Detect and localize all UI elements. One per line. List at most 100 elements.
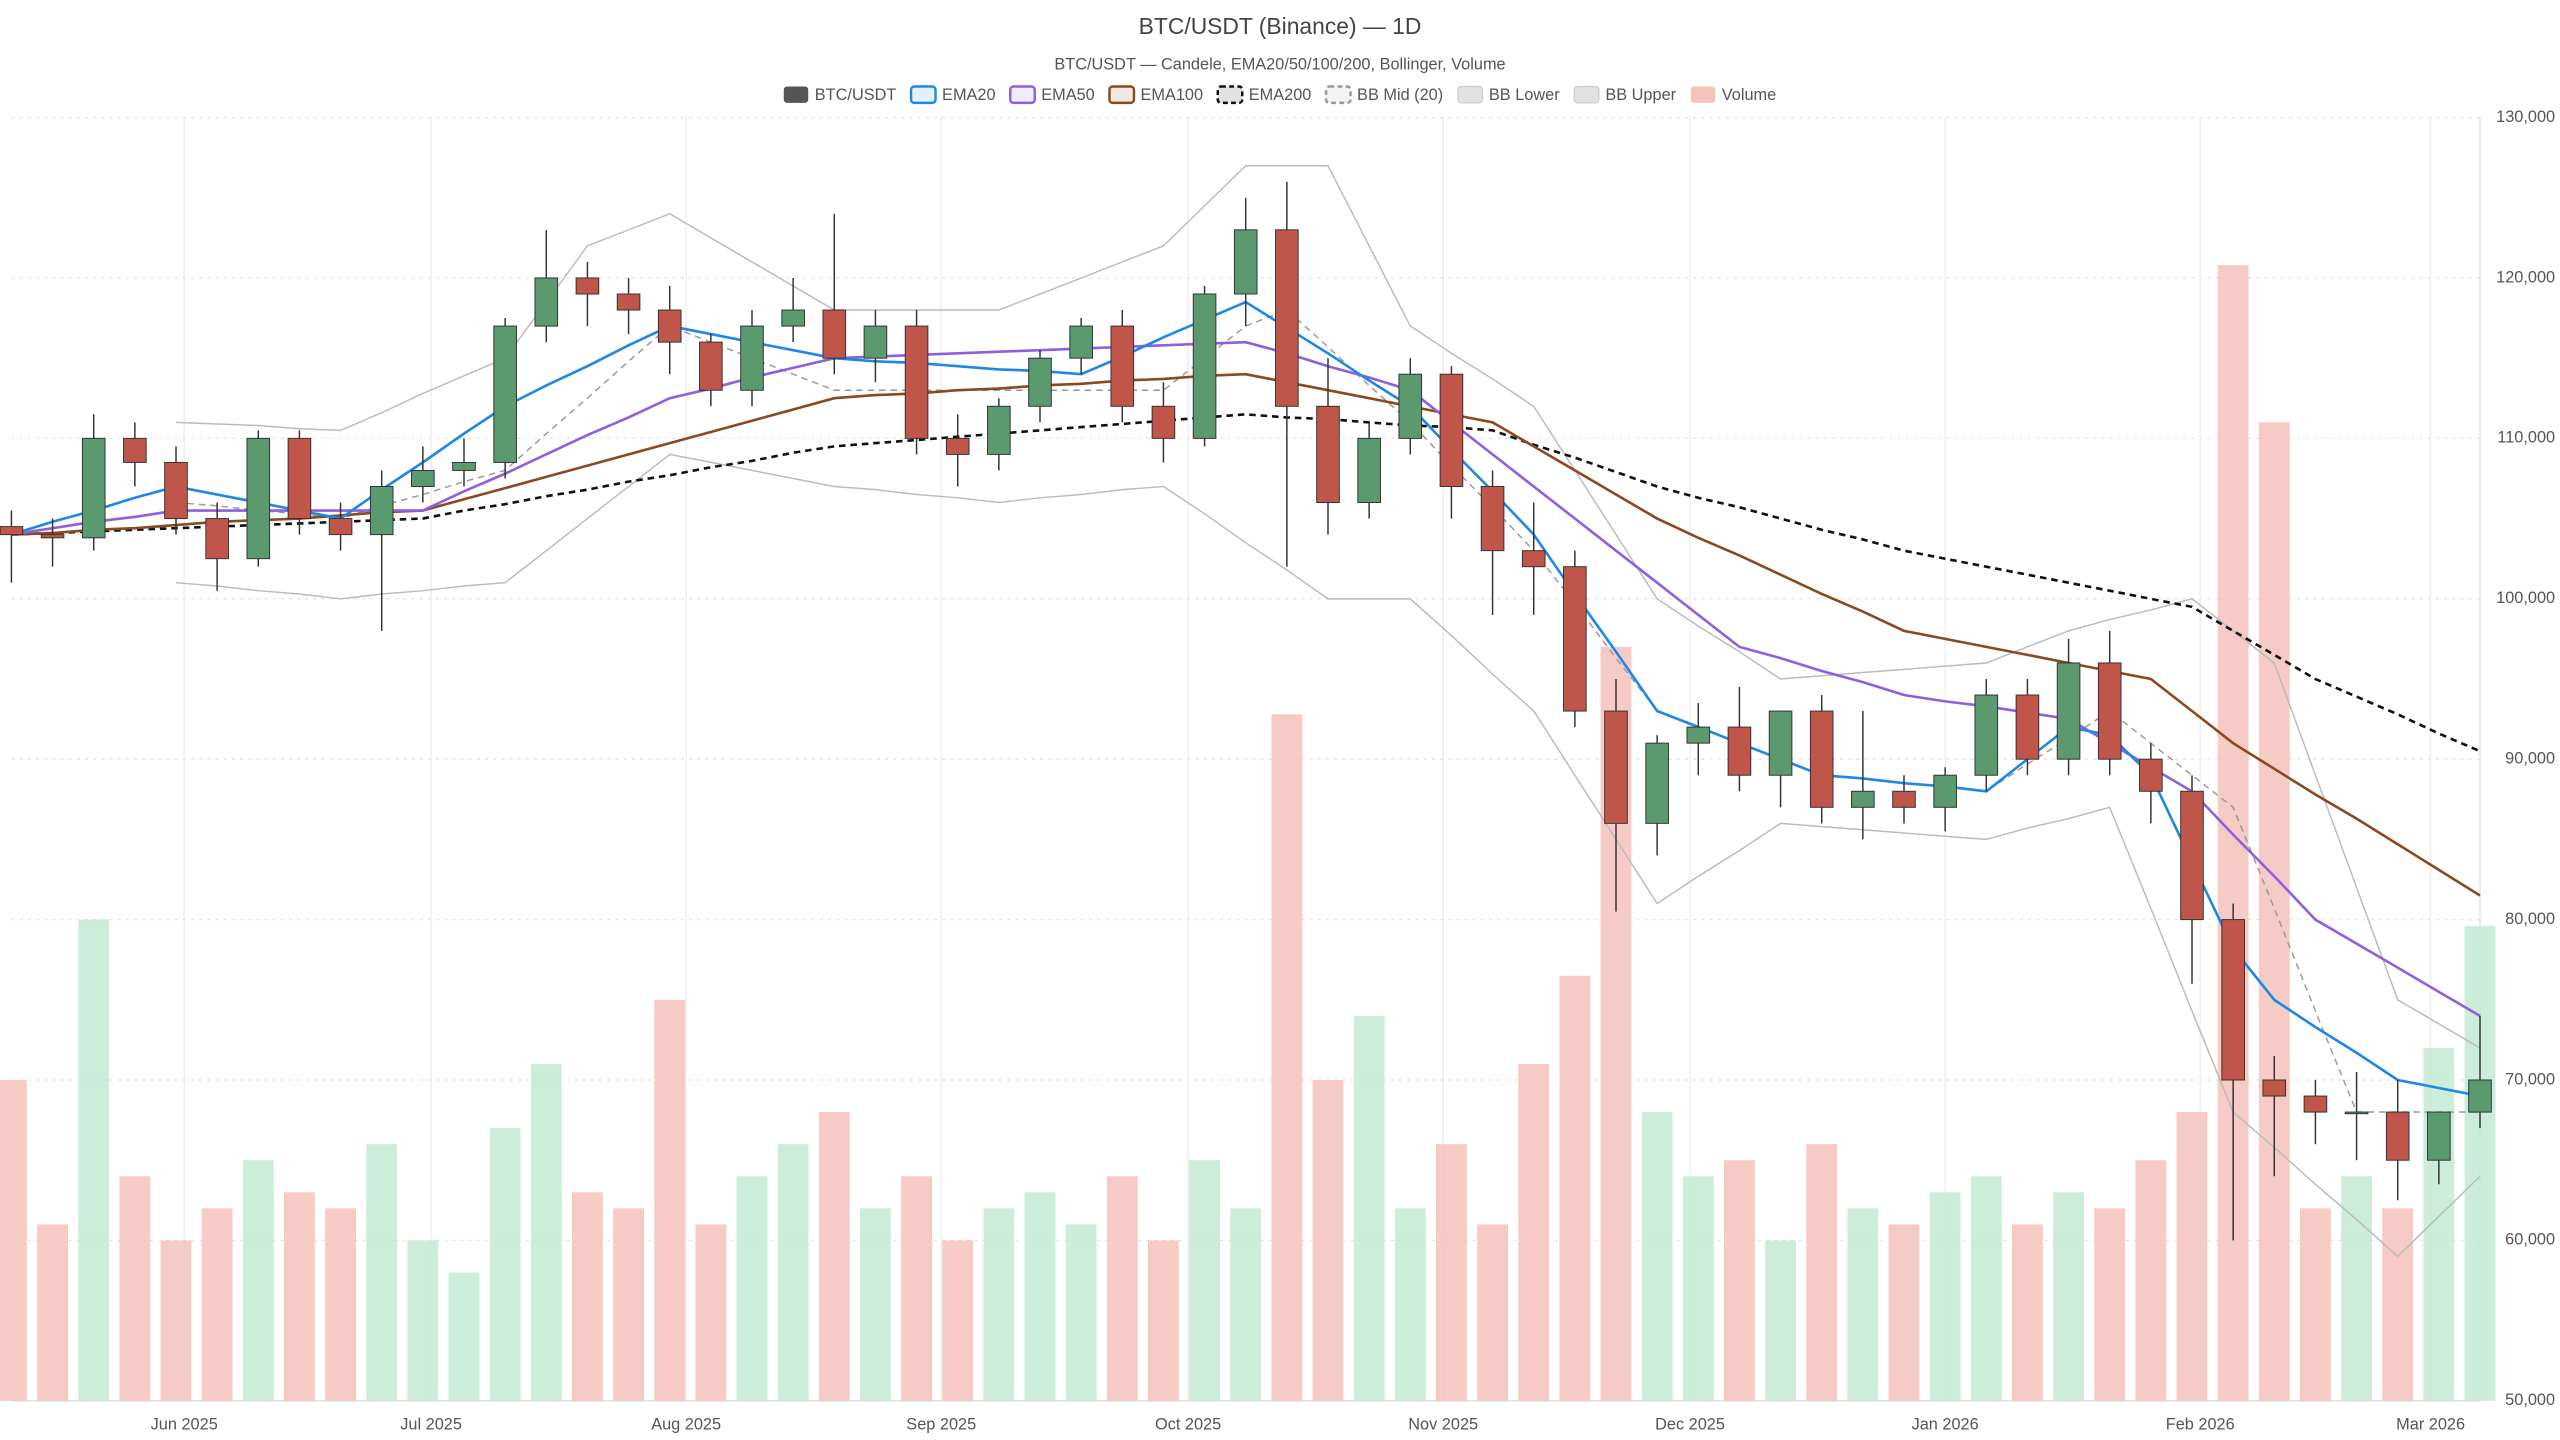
legend-swatch xyxy=(783,86,809,103)
volume-bar xyxy=(1065,1224,1097,1401)
candle-body xyxy=(123,437,147,463)
candle-body xyxy=(205,518,229,560)
volume-bar xyxy=(0,1080,27,1401)
volume-bar xyxy=(818,1112,850,1401)
candle-body xyxy=(40,534,65,539)
legend-swatch xyxy=(1457,85,1484,104)
x-tick-label: Jun 2025 xyxy=(151,1416,218,1434)
legend-item[interactable]: BB Mid (20) xyxy=(1324,85,1443,105)
volume-bar xyxy=(1477,1224,1508,1401)
volume-bar xyxy=(1189,1160,1220,1401)
volume-bar xyxy=(1271,714,1303,1401)
candle-body xyxy=(1604,710,1628,824)
candle-body xyxy=(2427,1111,2451,1161)
legend-swatch xyxy=(1690,86,1716,103)
legend-label: Volume xyxy=(1722,86,1776,104)
x-tick-label: Sep 2025 xyxy=(906,1416,976,1434)
volume-bar xyxy=(325,1208,356,1401)
x-tick-label: Nov 2025 xyxy=(1408,1416,1478,1434)
legend-item[interactable]: BB Lower xyxy=(1457,85,1560,104)
legend-swatch xyxy=(1573,85,1600,104)
volume-bar xyxy=(489,1128,521,1401)
candle-body xyxy=(1521,550,1546,568)
volume-bar xyxy=(530,1063,562,1401)
volume-bar xyxy=(160,1240,192,1401)
x-tick-label: Mar 2026 xyxy=(2396,1416,2465,1434)
volume-bar xyxy=(1641,1112,1673,1401)
volume-bar xyxy=(1723,1160,1755,1401)
candle-body xyxy=(863,325,888,359)
legend-label: BB Upper xyxy=(1605,86,1676,104)
candle-body xyxy=(1192,293,1217,439)
legend-item[interactable]: EMA200 xyxy=(1216,85,1312,105)
plot: 50,000 60,000 70,000 80,000 90,000 100,000 110… xyxy=(0,108,2555,1434)
candle-body xyxy=(1110,325,1135,407)
candle-body xyxy=(2097,662,2122,760)
candle-body xyxy=(575,277,600,295)
candle-body xyxy=(1768,710,1793,776)
x-tick-label: Jul 2025 xyxy=(400,1416,462,1434)
y-tick-label: 110,000 xyxy=(2497,429,2555,447)
candle-body xyxy=(81,437,106,539)
volume-bar xyxy=(2341,1176,2372,1401)
volume-bar xyxy=(1970,1176,2002,1401)
candle-body xyxy=(2139,758,2163,792)
y-tick-label: 130,000 xyxy=(2496,108,2555,126)
volume-bar xyxy=(1806,1144,1838,1401)
y-tick-label: 90,000 xyxy=(2505,749,2555,767)
volume-bar xyxy=(860,1208,891,1401)
line-series xyxy=(175,164,2481,1049)
candle-body xyxy=(287,437,312,520)
candle-body xyxy=(328,518,353,536)
volume-bar xyxy=(1765,1240,1797,1401)
volume-bar xyxy=(983,1208,1015,1401)
volume-bar xyxy=(1230,1208,1262,1401)
legend-item[interactable]: BB Upper xyxy=(1573,85,1677,104)
candle-body xyxy=(740,325,764,391)
legend-item[interactable]: EMA50 xyxy=(1009,85,1095,105)
legend-item[interactable]: Volume xyxy=(1690,86,1776,104)
candle-body xyxy=(2056,662,2081,760)
x-tick-label: Jan 2026 xyxy=(1912,1416,1979,1434)
candle-body xyxy=(2221,919,2245,1081)
volume-bar xyxy=(2135,1160,2167,1401)
candle-body xyxy=(369,486,394,536)
candle-body xyxy=(781,309,805,327)
candle-body xyxy=(452,461,476,471)
candle-body xyxy=(534,277,559,327)
y-tick-label: 80,000 xyxy=(2505,910,2555,928)
volume-bar xyxy=(1312,1080,1344,1401)
candle-body xyxy=(493,325,517,463)
candle-body xyxy=(1275,229,1299,407)
chart-subtitle: BTC/USDT — Candele, EMA20/50/100/200, Bo… xyxy=(1054,56,1505,74)
line-series xyxy=(175,309,2480,1113)
candle-body xyxy=(657,309,682,343)
y-tick-label: 120,000 xyxy=(2496,268,2555,286)
legend-item[interactable]: EMA20 xyxy=(909,85,996,105)
volume-bar xyxy=(1353,1015,1385,1401)
legend-swatch xyxy=(1324,85,1352,105)
candle-body xyxy=(411,469,435,487)
candle-body xyxy=(1480,486,1505,552)
volume-bar xyxy=(1148,1240,1179,1401)
volume-bar xyxy=(695,1224,727,1401)
line-series xyxy=(11,413,2481,753)
volume-bar xyxy=(736,1176,768,1401)
candle-body xyxy=(2344,1111,2369,1115)
legend-item[interactable]: EMA100 xyxy=(1108,85,1203,105)
volume-bar xyxy=(1394,1208,1426,1401)
candle-body xyxy=(2015,694,2040,760)
volume-bar xyxy=(1106,1176,1138,1401)
volume-bar xyxy=(78,919,110,1401)
volume-bar xyxy=(366,1144,398,1401)
legend-item[interactable]: BTC/USDT xyxy=(783,86,897,104)
volume-bar xyxy=(2258,422,2290,1401)
candle-body xyxy=(0,526,24,536)
volume-bar xyxy=(2094,1208,2126,1401)
candle-body xyxy=(1727,726,1752,776)
y-tick-label: 70,000 xyxy=(2505,1070,2555,1088)
candle-body xyxy=(616,293,641,311)
legend-label: EMA100 xyxy=(1140,86,1203,104)
